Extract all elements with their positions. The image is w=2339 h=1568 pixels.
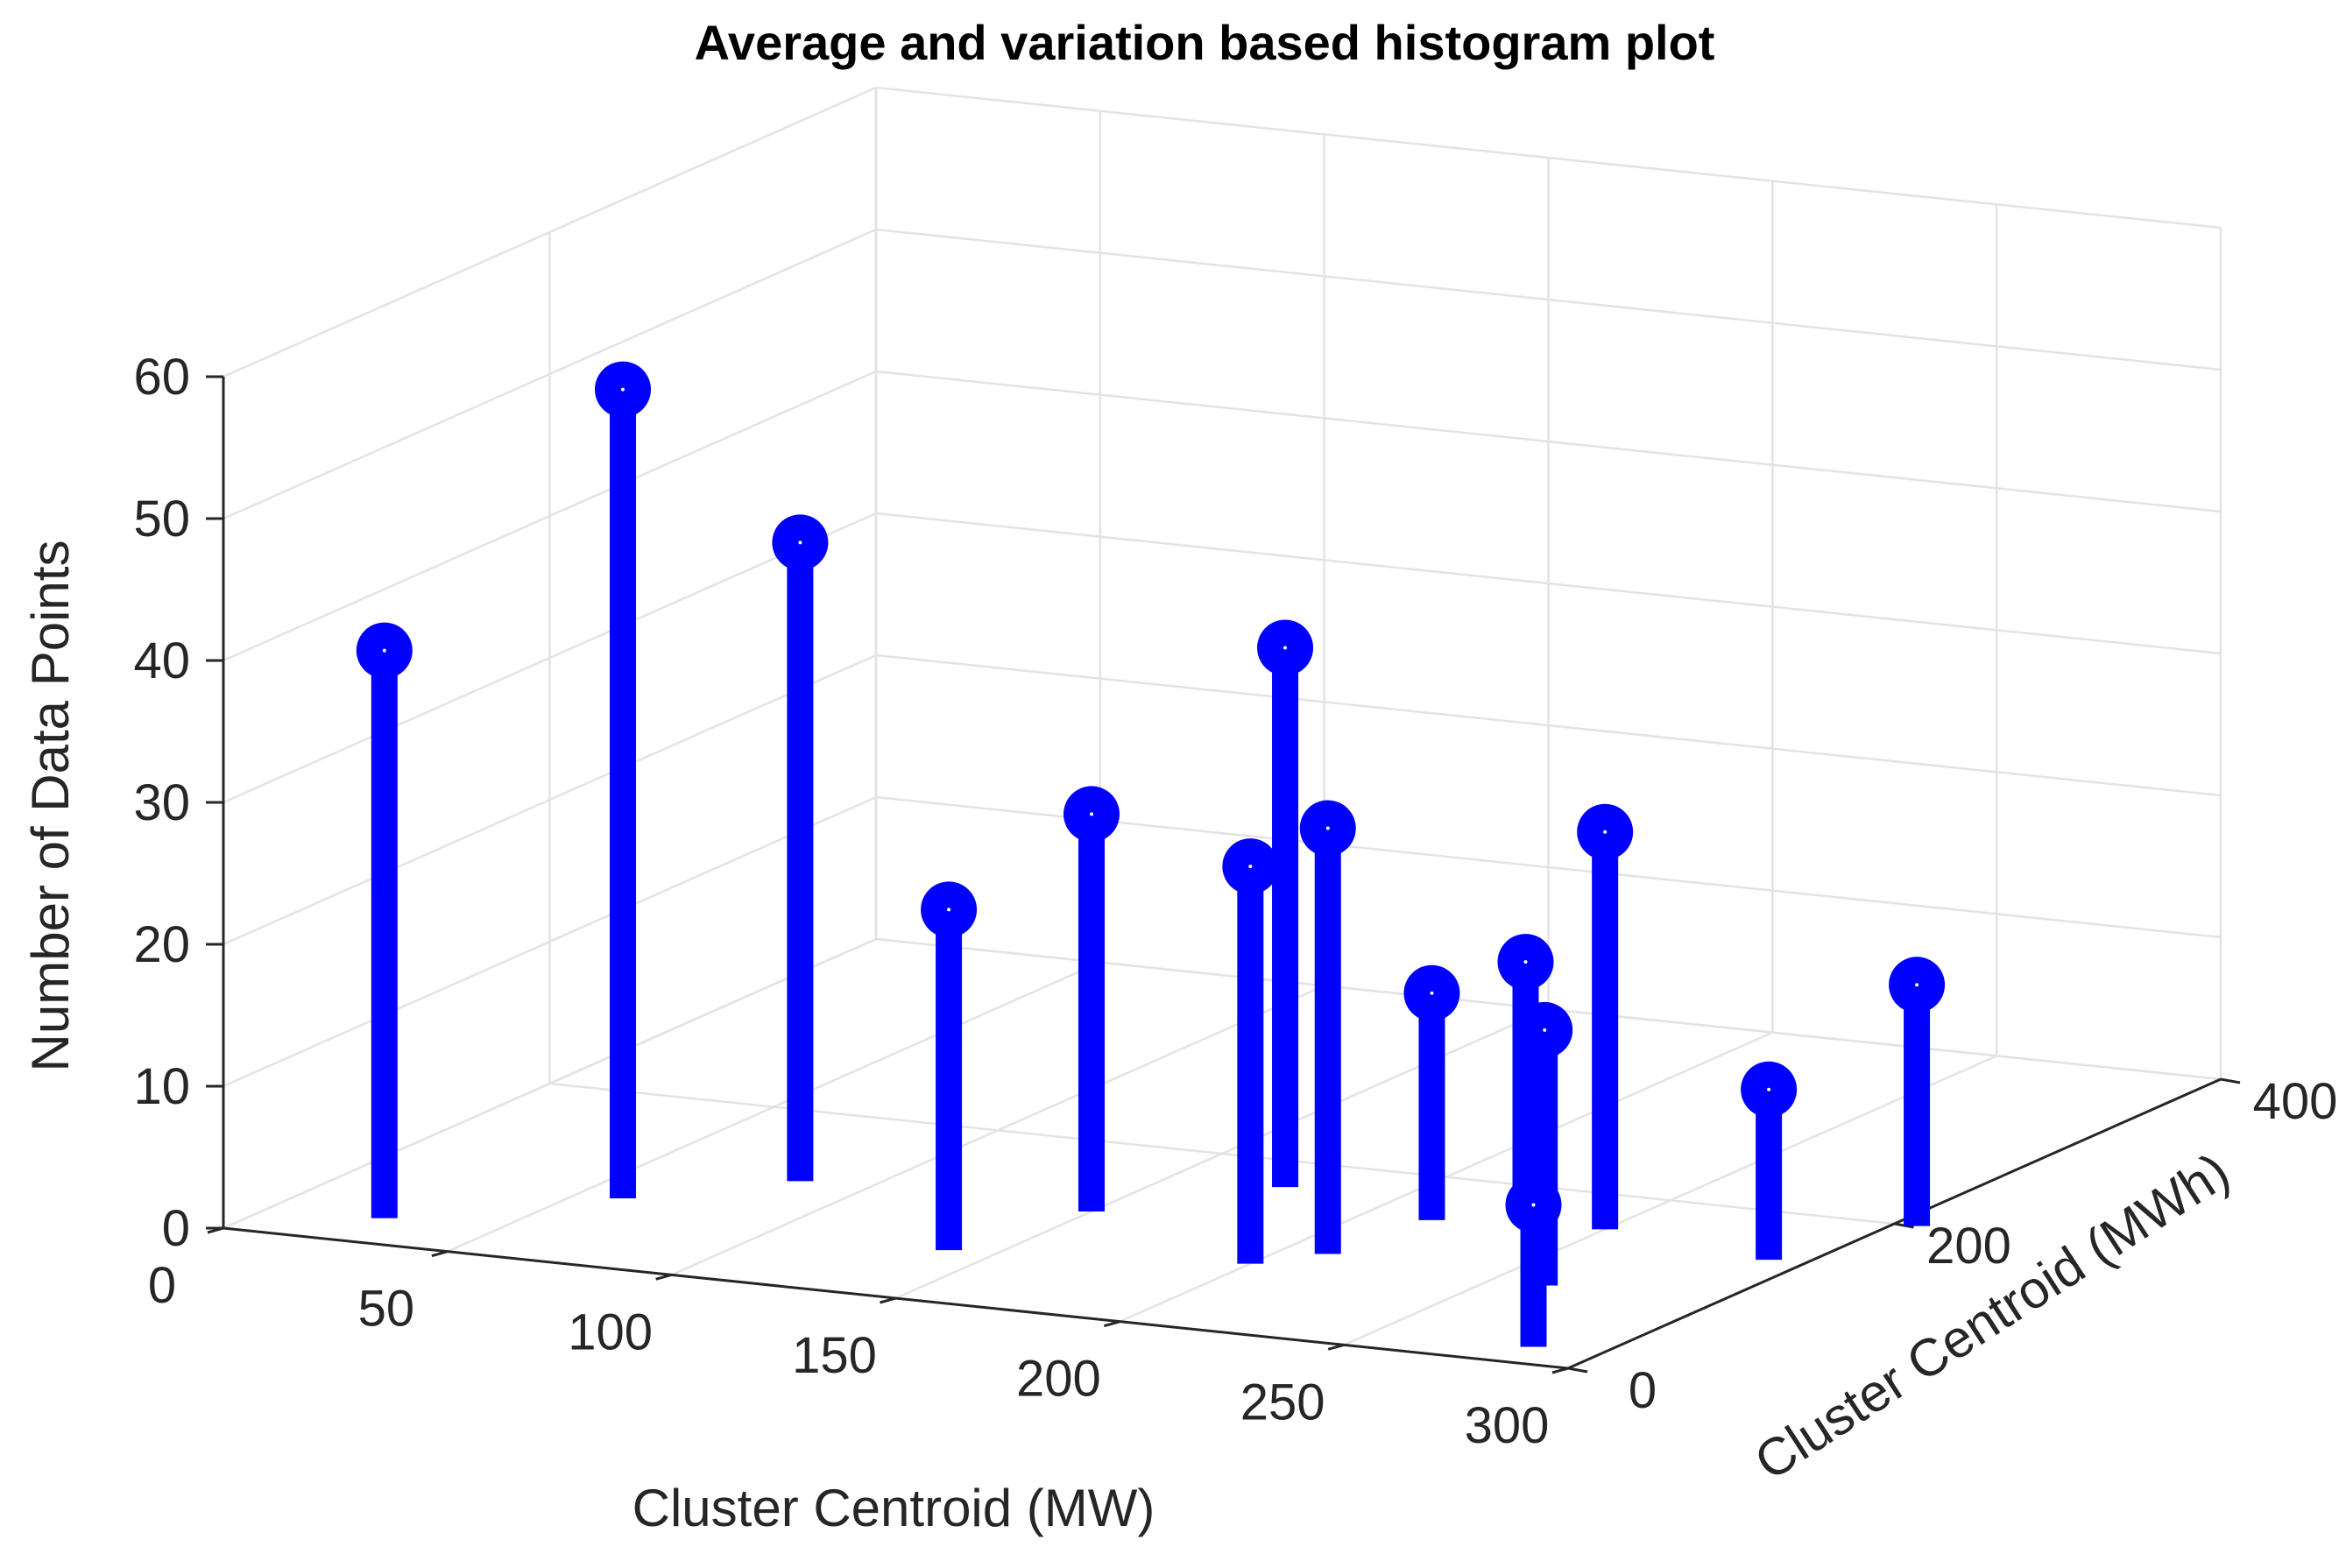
x-tick-label: 200 xyxy=(1016,1351,1101,1408)
stem-marker-center xyxy=(1523,960,1528,964)
y-axis-label: Cluster Centroid (MWh) xyxy=(1744,1141,2239,1491)
grid-line xyxy=(875,228,2222,371)
stem-marker-center xyxy=(1603,830,1608,834)
stem-marker-center xyxy=(1915,983,1919,987)
grid-line xyxy=(223,228,877,520)
stem-marker-center xyxy=(1543,1028,1547,1032)
grid-line xyxy=(223,795,877,1088)
stem-marker-center xyxy=(798,540,802,545)
grid-line xyxy=(875,512,2222,655)
grid-line xyxy=(549,1082,1895,1225)
y-tick-mark xyxy=(1567,1367,1588,1374)
stem-marker-center xyxy=(1531,1203,1536,1207)
z-axis-label: Number of Data Points xyxy=(21,540,80,1072)
stem-marker-center xyxy=(382,648,386,653)
x-tick-label: 300 xyxy=(1465,1397,1550,1454)
x-tick-label: 250 xyxy=(1240,1374,1325,1430)
grid-line xyxy=(223,86,877,378)
z-tick-label: 30 xyxy=(133,774,190,831)
y-tick-mark xyxy=(2220,1077,2241,1084)
stem-marker-center xyxy=(621,387,625,392)
grid-line xyxy=(875,370,2222,513)
grid-line xyxy=(223,370,877,662)
x-tick-label: 100 xyxy=(568,1303,653,1360)
stem-marker-center xyxy=(1325,826,1330,830)
x-tick-mark xyxy=(655,1273,673,1281)
chart-title: Average and variation based histogram pl… xyxy=(695,15,1715,70)
y-tick-label: 400 xyxy=(2253,1073,2338,1130)
x-tick-label: 0 xyxy=(148,1257,176,1314)
tick-labels: 0 50 100 150 200 250 300 0 200 400 0 10 20 30 40 50 60 xyxy=(133,349,2337,1454)
grid-line xyxy=(223,512,877,804)
x-axis-label: Cluster Centroid (MW) xyxy=(632,1479,1155,1537)
x-tick-mark xyxy=(1327,1343,1345,1351)
x-tick-mark xyxy=(431,1250,449,1258)
stem-marker-center xyxy=(1767,1087,1771,1091)
z-tick-label: 50 xyxy=(133,491,190,547)
x-tick-label: 50 xyxy=(358,1281,415,1338)
z-tick-label: 10 xyxy=(133,1058,190,1115)
grid-line xyxy=(223,653,877,946)
grid-line xyxy=(875,653,2222,797)
stem-marker-center xyxy=(1248,865,1253,869)
stems xyxy=(356,361,1946,1347)
stem-marker-center xyxy=(1430,991,1434,995)
x-tick-mark xyxy=(1103,1320,1120,1328)
z-tick-label: 60 xyxy=(133,349,190,406)
x-tick-mark xyxy=(880,1296,896,1304)
y-tick-label: 200 xyxy=(1926,1218,2011,1275)
stem-marker-center xyxy=(1283,646,1288,650)
stem-marker-center xyxy=(947,908,951,912)
x-tick-mark xyxy=(1551,1367,1569,1374)
grid-layer xyxy=(222,86,2222,1370)
x-tick-label: 150 xyxy=(792,1327,877,1384)
stem-marker-center xyxy=(1090,812,1093,816)
z-tick-label: 40 xyxy=(133,632,190,689)
axis-layer xyxy=(206,375,2241,1374)
grid-line xyxy=(875,86,2222,230)
y-tick-label: 0 xyxy=(1629,1362,1657,1419)
z-tick-label: 20 xyxy=(133,916,190,973)
z-tick-label: 0 xyxy=(162,1200,190,1257)
